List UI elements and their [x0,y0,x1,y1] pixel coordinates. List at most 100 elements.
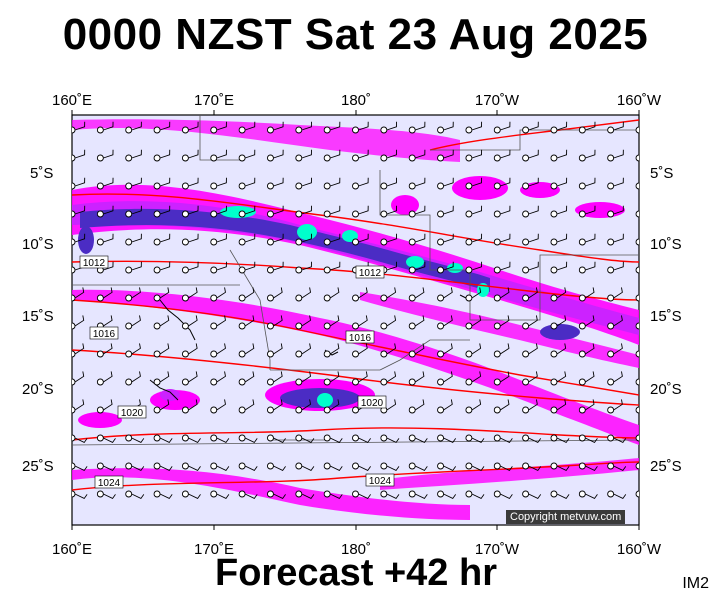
wind-barb [500,343,510,355]
station-marker [181,126,189,134]
station-marker [352,126,359,134]
wind-barb [500,149,511,159]
station-marker [153,294,161,302]
wind-barb [159,177,171,187]
wind-barb [613,493,627,500]
station-marker [72,322,76,330]
lat-label-right: 25˚S [650,458,682,475]
copyright-badge: Copyright metvuw.com [506,510,626,524]
wind-barb [471,177,483,187]
wind-barb [415,205,426,215]
station-marker [380,154,388,162]
station-marker [267,350,274,358]
station-marker [550,434,558,442]
station-marker [238,126,246,134]
wind-barb [358,287,368,299]
wind-barb [358,233,369,243]
wind-barb [500,399,510,411]
lat-label-right: 15˚S [650,308,682,325]
station-marker [465,154,473,162]
station-marker [96,462,104,470]
station-marker [96,210,104,218]
isobar-label: 1024 [98,478,121,489]
station-marker [238,490,246,498]
station-marker [238,406,246,414]
wind-barb [386,149,397,159]
wind-barb [471,149,483,159]
wind-barb [386,205,397,215]
wind-barb [216,315,226,327]
station-marker [96,378,104,386]
station-marker [578,378,586,386]
wind-barb [358,493,371,500]
forecast-label: Forecast +42 hr [215,552,497,594]
station-marker [522,126,530,134]
lon-label-bottom: 160˚E [51,541,93,558]
station-marker [380,378,388,386]
wind-barb [471,261,483,271]
station-marker [408,462,416,470]
wind-barb [415,177,426,187]
station-marker [323,322,331,330]
station-marker [181,462,189,470]
station-marker [408,434,416,442]
station-marker [295,294,303,302]
wind-barb [613,371,623,383]
wind-barb [528,315,538,327]
station-marker [267,126,274,134]
station-marker [125,238,133,246]
wind-barb [103,149,114,159]
wind-barb [301,233,312,243]
wind-barb [301,493,315,500]
wind-barb [188,315,198,327]
station-marker [352,238,359,246]
station-marker [408,322,416,330]
station-marker [72,294,76,302]
station-marker [72,350,76,358]
station-marker [493,294,501,302]
wind-barb [585,315,595,327]
wind-barb [556,465,570,472]
station-marker [550,154,558,162]
wind-barb [642,287,651,298]
wind-barb [585,371,595,383]
wind-barbs [72,121,652,500]
station-marker [125,182,133,190]
wind-barb [415,437,428,444]
station-marker [408,126,416,134]
page-title: 0000 NZST Sat 23 Aug 2025 [62,10,649,59]
station-marker [522,350,530,358]
station-marker [295,406,303,414]
station-marker [181,182,189,190]
station-marker [96,126,104,134]
wind-barb [471,315,482,327]
wind-barb [556,493,570,500]
wind-barb [528,261,539,271]
station-marker [635,210,639,218]
station-marker [153,490,161,498]
wind-barb [188,343,198,355]
lon-label-top: 160˚E [51,92,93,109]
station-marker [493,350,501,358]
station-marker [210,182,218,190]
station-marker [210,126,218,134]
wind-barb [528,465,542,472]
wind-barb [244,149,256,159]
wind-barb [244,371,255,383]
wind-barb [642,150,652,158]
wind-barb [556,177,568,187]
wind-barb [301,371,312,383]
station-marker [153,434,161,442]
wind-barb [74,315,85,327]
station-marker [465,406,473,414]
wind-barb [188,437,201,444]
station-marker [493,126,501,134]
station-marker [380,210,388,218]
station-marker [72,126,76,134]
station-marker [578,126,586,134]
station-marker [125,210,133,218]
wind-barb [74,465,88,472]
station-marker [72,266,76,274]
station-marker [153,238,161,246]
wind-barb [329,465,343,472]
